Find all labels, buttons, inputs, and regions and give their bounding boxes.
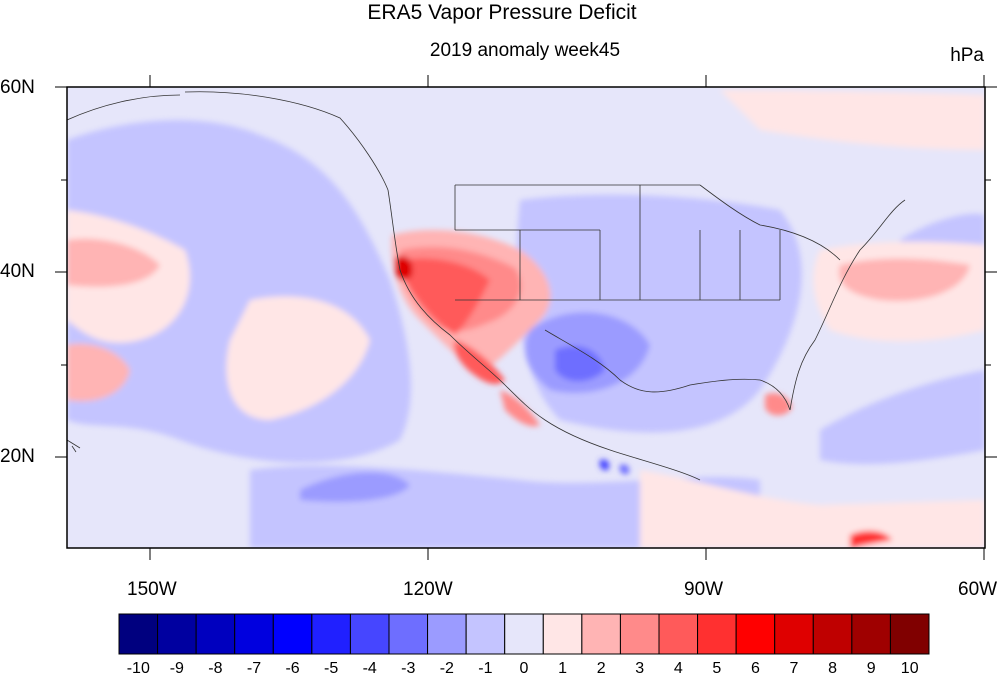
colorbar-swatch xyxy=(272,613,313,655)
california-heat-core xyxy=(395,255,413,281)
colorbar-label: -1 xyxy=(478,660,493,677)
colorbar-label: -4 xyxy=(362,660,377,677)
colorbar-label: -2 xyxy=(439,660,454,677)
coastlines xyxy=(67,91,906,481)
colorbar-swatch xyxy=(118,613,159,655)
atlantic-negative-region xyxy=(820,370,985,465)
lat-label-20n: 20N xyxy=(0,446,35,467)
colorbar-swatch xyxy=(311,613,351,655)
colorbar-swatch xyxy=(157,613,197,655)
map-subtitle: 2019 anomaly week45 xyxy=(429,40,621,61)
colorbar-swatch xyxy=(619,613,660,655)
colorbar-swatch xyxy=(349,613,390,655)
colorbar-label: 8 xyxy=(828,660,838,677)
colorbar-swatch xyxy=(542,613,583,655)
colorbar-swatch xyxy=(658,613,699,655)
colorbar-swatch xyxy=(851,613,891,655)
map-frame xyxy=(55,75,997,560)
colorbar xyxy=(118,613,930,655)
map-title: ERA5 Vapor Pressure Deficit xyxy=(367,1,637,24)
colorbar-swatch xyxy=(388,613,429,655)
colorbar-swatch xyxy=(234,613,274,655)
lat-label-60n: 60N xyxy=(0,77,35,98)
lon-label-90w: 90W xyxy=(684,579,724,600)
colorbar-label: -8 xyxy=(208,660,223,677)
lon-label-120w: 120W xyxy=(403,579,453,600)
colorbar-label: -9 xyxy=(169,660,184,677)
colorbar-label: -3 xyxy=(401,660,416,677)
colorbar-label: 9 xyxy=(866,660,876,677)
lon-label-60w: 60W xyxy=(958,579,998,600)
colorbar-label: 5 xyxy=(712,660,722,677)
colorbar-swatch xyxy=(427,613,467,655)
units-label: hPa xyxy=(950,45,984,66)
colorbar-swatch xyxy=(697,613,737,655)
colorbar-swatch xyxy=(774,613,814,655)
colorbar-label: 6 xyxy=(750,660,760,677)
colorbar-swatch xyxy=(504,613,544,655)
colorbar-swatch xyxy=(465,613,506,655)
south-america-hotspot xyxy=(850,530,892,548)
lon-label-150w: 150W xyxy=(127,579,177,600)
colorbar-swatch xyxy=(581,613,621,655)
lat-label-40n: 40N xyxy=(0,261,35,282)
colorbar-label: 2 xyxy=(596,660,606,677)
florida-hotspot xyxy=(765,393,792,416)
colorbar-label: 3 xyxy=(635,660,645,677)
colorbar-label: 1 xyxy=(558,660,568,677)
colorbar-label: 7 xyxy=(789,660,799,677)
colorbar-label: -5 xyxy=(324,660,339,677)
colorbar-swatch xyxy=(812,613,853,655)
colorbar-swatch xyxy=(735,613,776,655)
anomaly-field xyxy=(67,87,985,548)
colorbar-label: 4 xyxy=(673,660,683,677)
colorbar-swatch xyxy=(889,613,930,655)
colorbar-label: -6 xyxy=(285,660,300,677)
colorbar-swatch xyxy=(195,613,236,655)
colorbar-label: 10 xyxy=(900,660,919,677)
colorbar-label: -10 xyxy=(126,660,150,677)
colorbar-label: 0 xyxy=(519,660,529,677)
colorbar-label: -7 xyxy=(246,660,262,677)
